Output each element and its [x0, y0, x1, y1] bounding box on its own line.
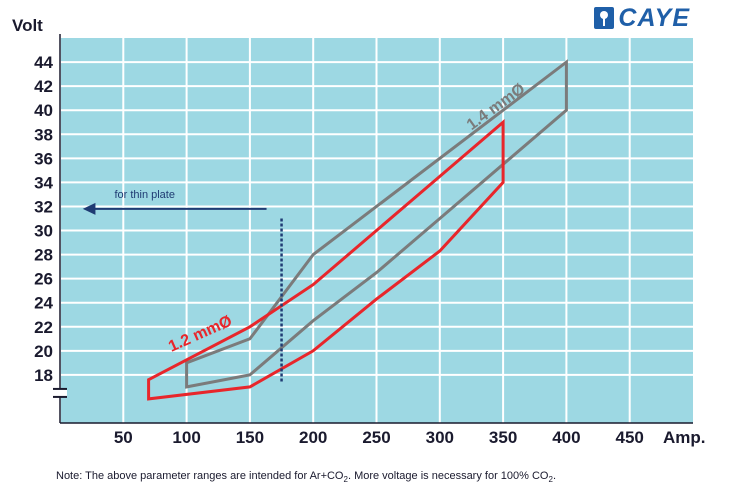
y-tick-label: 18 — [34, 366, 53, 385]
y-axis-label: Volt — [12, 16, 43, 35]
x-tick-label: 50 — [114, 428, 133, 447]
y-tick-label: 28 — [34, 246, 53, 265]
y-tick-label: 42 — [34, 77, 53, 96]
y-tick-label: 22 — [34, 318, 53, 337]
x-axis-label: Amp. — [663, 428, 706, 447]
x-tick-label: 250 — [362, 428, 390, 447]
brand-logo: CAYE — [594, 4, 690, 32]
footnote-sub-1: 2 — [343, 475, 348, 485]
thin-plate-label: for thin plate — [114, 189, 175, 201]
y-tick-label: 26 — [34, 270, 53, 289]
y-tick-label: 44 — [34, 53, 53, 72]
brand-name: CAYE — [618, 4, 690, 32]
series-layer — [147, 59, 568, 401]
y-tick-label: 38 — [34, 125, 53, 144]
y-tick-label: 20 — [34, 342, 53, 361]
y-tick-label: 40 — [34, 101, 53, 120]
y-tick-label: 30 — [34, 222, 53, 241]
x-tick-label: 100 — [172, 428, 200, 447]
y-tick-label: 24 — [34, 294, 53, 313]
series-2-outline — [147, 118, 505, 401]
x-tick-label: 400 — [552, 428, 580, 447]
tick-labels: 18 20 22 24 26 28 30 32 34 36 38 40 42 44 50 100 150 200 2… — [12, 16, 706, 447]
y-tick-label: 34 — [34, 173, 53, 192]
footnote-sub-2: 2 — [548, 475, 553, 485]
grid — [59, 38, 693, 423]
y-tick-label: 36 — [34, 149, 53, 168]
caye-logo-icon — [594, 7, 615, 29]
x-tick-label: 150 — [236, 428, 264, 447]
x-tick-label: 350 — [489, 428, 517, 447]
footnote-text-2: . More voltage is necessary for 100% CO — [347, 470, 549, 482]
y-tick-label: 32 — [34, 197, 53, 216]
footnote-text-1: Note: The above parameter ranges are int… — [56, 470, 344, 482]
footnote-text-3: . — [552, 470, 556, 482]
thin-plate-arrow-head — [82, 202, 96, 215]
x-tick-label: 200 — [299, 428, 327, 447]
axes — [53, 34, 693, 424]
x-tick-label: 450 — [616, 428, 644, 447]
series-1-outline — [185, 59, 568, 389]
x-tick-label: 300 — [426, 428, 454, 447]
axis-break-gap — [53, 388, 67, 397]
footnote: Note: The above parameter ranges are int… — [56, 470, 556, 484]
